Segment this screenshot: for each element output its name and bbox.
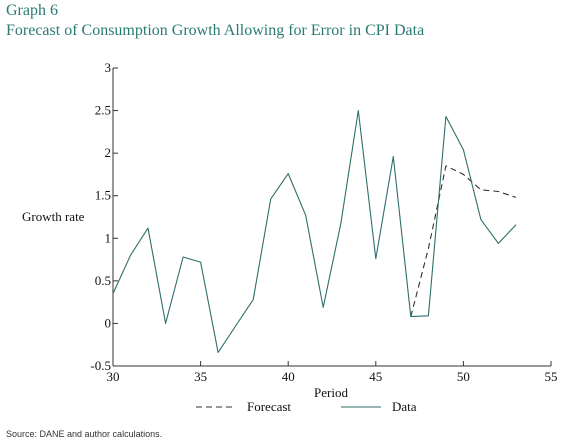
y-tick-label: 2 bbox=[105, 145, 112, 160]
ticks: 30 35 40 45 50 55 -0.5 0 0.5 1 1.5 2 2.5 3 bbox=[90, 60, 557, 384]
x-axis-label: Period bbox=[314, 385, 348, 400]
series-line-forecast bbox=[410, 165, 517, 317]
x-tick-label: 30 bbox=[107, 369, 120, 384]
x-tick-label: 55 bbox=[545, 369, 558, 384]
series-lines bbox=[112, 110, 517, 353]
y-tick-label: 0 bbox=[105, 315, 112, 330]
x-tick-label: 50 bbox=[457, 369, 470, 384]
graph-number: Graph 6 bbox=[6, 2, 58, 19]
chart-title: Forecast of Consumption Growth Allowing … bbox=[6, 22, 425, 39]
y-tick-label: 1.5 bbox=[95, 188, 111, 203]
y-tick-label: 2.5 bbox=[95, 103, 111, 118]
y-tick-label: 3 bbox=[105, 60, 112, 75]
x-tick-label: 45 bbox=[369, 369, 382, 384]
source-note: Source: DANE and author calculations. bbox=[6, 429, 163, 439]
axes bbox=[112, 68, 551, 367]
legend-label-data: Data bbox=[392, 399, 417, 414]
y-axis-label: Growth rate bbox=[22, 209, 85, 224]
legend: Forecast Data bbox=[196, 399, 417, 414]
y-tick-label: 0.5 bbox=[95, 273, 111, 288]
legend-label-forecast: Forecast bbox=[247, 399, 291, 414]
y-tick-label: 1 bbox=[105, 230, 112, 245]
series-line-data bbox=[112, 110, 517, 353]
y-tick-label: -0.5 bbox=[90, 358, 111, 373]
x-tick-label: 35 bbox=[194, 369, 207, 384]
x-tick-label: 40 bbox=[282, 369, 295, 384]
